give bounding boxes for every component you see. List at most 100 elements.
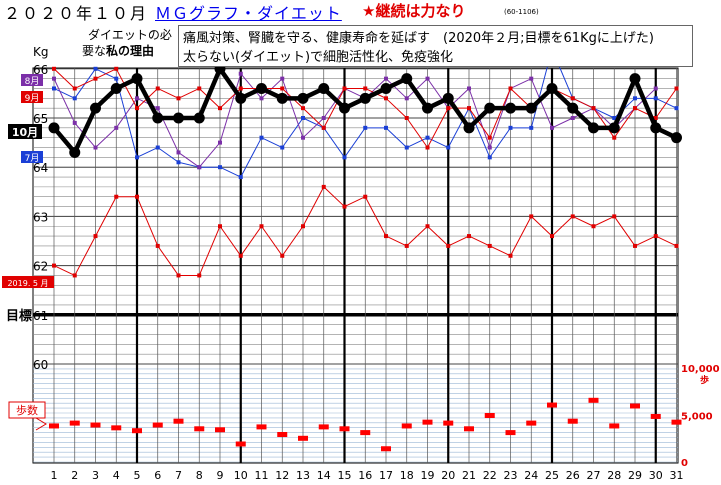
series-marker [135,195,139,199]
x-tick-label: 12 [275,469,289,482]
series-marker [114,195,118,199]
x-tick-label: 29 [628,469,642,482]
series-marker [52,77,56,81]
steps-marker [298,436,308,441]
series-marker [405,116,409,120]
series-marker [280,86,284,90]
series-marker [426,146,430,150]
series-marker-current [90,103,101,114]
x-tick-label: 27 [587,469,601,482]
kg-tick-label: 61 [33,309,48,323]
series-label-2019: 2019. 5 月 [7,279,48,288]
series-marker [612,136,616,140]
series-marker [197,86,201,90]
series-marker-current [256,83,267,94]
series-label-jul: 7月 [25,153,40,164]
x-tick-label: 7 [175,469,182,482]
series-marker [177,96,181,100]
steps-marker [589,398,599,403]
series-marker [343,155,347,159]
reason-box: 痛風対策、腎臓を守る、健康寿命を延ばす (2020年２月;目標を61Kgに上げた… [178,25,693,67]
series-marker [94,67,98,71]
x-tick-label: 23 [504,469,518,482]
steps-marker [215,427,225,432]
series-marker [384,77,388,81]
series-marker [363,86,367,90]
series-marker-current [111,83,122,94]
series-marker [52,67,56,71]
series-marker-current [505,103,516,114]
series-marker [94,77,98,81]
steps-marker [91,423,101,428]
steps-tick-label: 5,000 [681,412,713,423]
series-marker [177,273,181,277]
x-tick-label: 15 [338,469,352,482]
steps-marker [423,420,433,425]
series-marker [612,214,616,218]
x-tick-label: 25 [545,469,559,482]
x-tick-label: 18 [400,469,414,482]
series-marker-current [526,103,537,114]
series-marker-current [650,122,661,133]
series-marker-current [609,122,620,133]
series-marker [197,165,201,169]
series-marker [114,77,118,81]
series-marker-current [173,113,184,124]
steps-marker [49,423,59,428]
series-marker [426,77,430,81]
reason-text-line2: 太らない(ダイエット)で細胞活性化、免疫強化 [183,46,453,65]
series-marker-current [381,83,392,94]
chart-code: (60-1106) [504,8,539,16]
mg-graph-link[interactable]: ＭＧグラフ・ダイエット [155,0,342,24]
series-marker-current [630,73,641,84]
series-marker [675,244,679,248]
steps-marker [132,428,142,433]
series-marker [363,195,367,199]
reason-label-emphasis: 私の理由 [106,44,154,58]
steps-marker [568,419,578,424]
x-tick-label: 31 [670,469,684,482]
series-marker [114,67,118,71]
page-title: ２０２０年１０月 [4,0,148,24]
series-marker [509,254,513,258]
series-marker [488,146,492,150]
steps-marker [526,421,536,426]
series-marker [550,126,554,130]
steps-marker [257,424,267,429]
series-marker [633,106,637,110]
series-marker [218,141,222,145]
series-marker [73,96,77,100]
x-tick-label: 8 [196,469,203,482]
series-marker [384,234,388,238]
steps-series-label: 歩数 [16,403,38,417]
series-marker [446,146,450,150]
series-marker [301,116,305,120]
series-marker [488,155,492,159]
series-marker [260,96,264,100]
x-tick-label: 30 [649,469,663,482]
series-marker [239,86,243,90]
series-label-aug: 9月 [25,93,40,104]
series-marker [218,224,222,228]
series-marker [675,86,679,90]
series-label-sep: 8月 [25,76,40,87]
kg-unit-label: Kg [33,45,49,59]
reason-text-line1: 痛風対策、腎臓を守る、健康寿命を延ばす (2020年２月;目標を61Kgに上げた… [183,27,654,46]
series-marker-current [235,93,246,104]
series-marker [509,86,513,90]
steps-marker [70,421,80,426]
series-marker [177,150,181,154]
reason-label-line1: ダイエットの必 [88,26,172,43]
series-marker [571,214,575,218]
x-tick-label: 6 [154,469,161,482]
series-marker [467,106,471,110]
steps-marker [153,423,163,428]
reason-label-prefix: 要な [82,44,106,58]
series-marker [654,86,658,90]
steps-marker [381,446,391,451]
steps-marker [485,413,495,418]
series-marker-current [443,93,454,104]
series-marker [156,86,160,90]
series-marker [571,116,575,120]
